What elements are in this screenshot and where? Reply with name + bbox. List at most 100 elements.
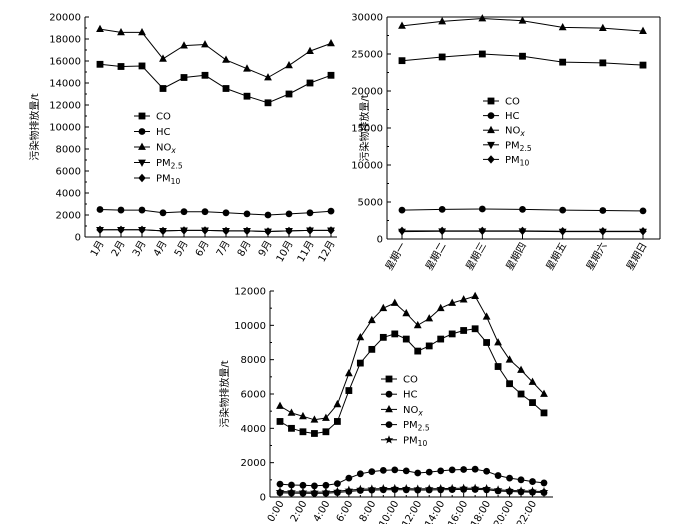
x-tick-label: 22:00 bbox=[515, 499, 539, 524]
legend-marker bbox=[487, 141, 495, 150]
data-point bbox=[494, 472, 502, 479]
legend-marker bbox=[487, 155, 495, 164]
data-point bbox=[436, 303, 445, 312]
data-point bbox=[478, 205, 486, 213]
data-point bbox=[285, 226, 293, 236]
data-point bbox=[414, 347, 422, 355]
data-point bbox=[138, 28, 146, 36]
data-point bbox=[201, 40, 209, 48]
data-point bbox=[540, 479, 548, 487]
legend: CO HC NOx PM2.5 PM10 bbox=[381, 375, 430, 448]
series-line bbox=[99, 63, 332, 104]
y-tick-label: 10000 bbox=[351, 161, 383, 172]
legend-label: PM10 bbox=[403, 435, 427, 448]
series-line bbox=[279, 295, 545, 421]
data-point bbox=[516, 486, 526, 495]
data-point bbox=[222, 85, 230, 92]
legend-label: CO bbox=[156, 112, 171, 123]
data-point bbox=[367, 315, 376, 324]
x-tick-label: 12:00 bbox=[400, 499, 424, 524]
series-line bbox=[100, 229, 331, 233]
series-nox bbox=[96, 24, 335, 81]
data-point bbox=[425, 468, 433, 476]
data-point bbox=[425, 342, 433, 350]
data-point bbox=[117, 63, 125, 70]
x-tick-label: 16:00 bbox=[446, 499, 470, 524]
data-point bbox=[322, 481, 330, 489]
x-tick-label: 3月 bbox=[130, 239, 149, 259]
data-point bbox=[264, 211, 272, 219]
x-tick-label: 2:00 bbox=[289, 499, 310, 524]
data-point bbox=[401, 483, 411, 493]
data-point bbox=[310, 415, 319, 423]
legend-label: PM2.5 bbox=[156, 158, 183, 171]
data-point bbox=[459, 483, 469, 492]
data-point bbox=[96, 225, 104, 235]
data-point bbox=[138, 206, 146, 214]
legend-label: HC bbox=[505, 111, 520, 122]
data-point bbox=[344, 485, 354, 494]
x-tick-label: 1月 bbox=[88, 239, 107, 259]
data-point bbox=[264, 73, 272, 81]
data-point bbox=[483, 467, 491, 475]
data-point bbox=[398, 226, 406, 236]
data-point bbox=[356, 470, 364, 478]
data-point bbox=[264, 227, 272, 236]
x-tick-label: 星期四 bbox=[504, 241, 529, 273]
data-point bbox=[528, 486, 537, 495]
series-co bbox=[276, 325, 548, 437]
y-tick-label: 6000 bbox=[56, 167, 81, 178]
data-point bbox=[398, 206, 406, 214]
data-point bbox=[275, 486, 285, 496]
data-point bbox=[413, 320, 422, 329]
data-point bbox=[448, 466, 456, 474]
x-tick-label: 6月 bbox=[193, 239, 212, 259]
data-point bbox=[470, 483, 480, 492]
legend-label: NOx bbox=[505, 126, 525, 139]
data-point bbox=[201, 71, 209, 79]
data-point bbox=[327, 226, 335, 235]
data-point bbox=[180, 226, 188, 235]
y-tick-label: 0 bbox=[75, 233, 81, 244]
data-point bbox=[333, 399, 342, 408]
data-point bbox=[482, 483, 491, 493]
data-point bbox=[505, 485, 514, 495]
data-point bbox=[438, 226, 446, 236]
data-point bbox=[180, 41, 188, 49]
legend-label: HC bbox=[403, 390, 418, 401]
x-tick-label: 5月 bbox=[172, 239, 191, 259]
data-point bbox=[285, 210, 293, 218]
legend-marker bbox=[384, 435, 394, 444]
series-nox bbox=[276, 291, 548, 423]
data-point bbox=[96, 60, 104, 68]
data-point bbox=[306, 226, 314, 235]
data-point bbox=[222, 226, 230, 236]
legend-marker bbox=[487, 112, 495, 119]
data-point bbox=[402, 467, 410, 475]
data-point bbox=[322, 413, 330, 421]
data-point bbox=[391, 330, 399, 338]
data-point bbox=[639, 207, 647, 215]
y-axis-label: 污染物排放量/t bbox=[218, 360, 231, 427]
data-point bbox=[559, 206, 567, 214]
data-point bbox=[299, 411, 307, 420]
x-tick-label: 11月 bbox=[295, 239, 317, 265]
legend-label: HC bbox=[156, 127, 171, 138]
data-point bbox=[528, 377, 537, 385]
data-point bbox=[459, 295, 468, 303]
data-point bbox=[276, 418, 284, 425]
data-point bbox=[287, 408, 296, 416]
legend-marker bbox=[385, 375, 393, 383]
legend-label: NOx bbox=[156, 143, 176, 156]
data-point bbox=[276, 480, 284, 488]
data-point bbox=[333, 418, 341, 425]
data-point bbox=[517, 365, 525, 373]
legend-marker bbox=[385, 405, 393, 413]
data-point bbox=[378, 483, 388, 493]
series-pm25 bbox=[96, 226, 335, 236]
data-point bbox=[299, 481, 307, 489]
data-point bbox=[243, 92, 251, 100]
data-point bbox=[311, 430, 318, 437]
